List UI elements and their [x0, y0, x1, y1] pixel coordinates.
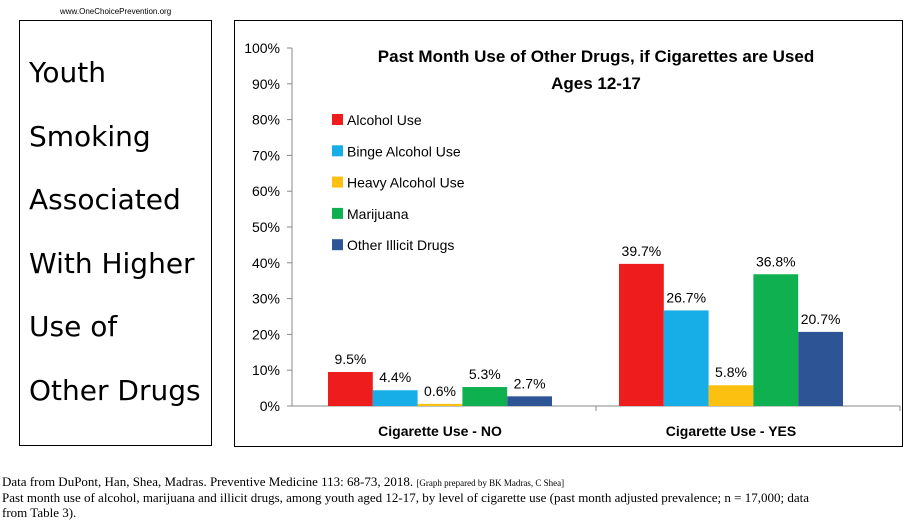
y-tick-label: 100% — [244, 40, 280, 56]
data-label: 26.7% — [666, 289, 706, 305]
data-label: 9.5% — [334, 351, 366, 367]
legend-label: Marijuana — [347, 206, 409, 222]
chart-frame — [234, 20, 903, 447]
data-label: 36.8% — [756, 253, 796, 269]
site-url: www.OneChoicePrevention.org — [60, 7, 172, 16]
data-label: 5.8% — [715, 364, 747, 380]
heading-line: Other Drugs — [29, 373, 201, 407]
y-tick-label: 80% — [252, 112, 280, 128]
bar-alcohol-use — [619, 263, 664, 406]
bar-binge-alcohol-use — [663, 310, 709, 406]
bar-other-illicit-drugs — [507, 396, 552, 406]
footer-citation: Data from DuPont, Han, Shea, Madras. Pre… — [2, 474, 564, 491]
legend-label: Other Illicit Drugs — [347, 237, 454, 253]
category-label: Cigarette Use - NO — [378, 423, 502, 439]
legend-swatch — [332, 114, 343, 125]
data-label: 20.7% — [801, 311, 841, 327]
legend-swatch — [332, 176, 343, 188]
y-tick-label: 40% — [252, 255, 280, 271]
chart-title: Past Month Use of Other Drugs, if Cigare… — [378, 47, 814, 66]
y-tick-label: 70% — [252, 147, 280, 163]
legend-label: Binge Alcohol Use — [347, 143, 461, 159]
heading-line: With Higher — [29, 246, 195, 280]
y-tick-label: 0% — [260, 398, 280, 414]
y-tick-label: 30% — [252, 291, 280, 307]
y-tick-label: 20% — [252, 326, 280, 342]
y-tick-label: 60% — [252, 183, 280, 199]
graph-credit: [Graph prepared by BK Madras, C Shea] — [416, 478, 565, 488]
data-label: 0.6% — [424, 383, 456, 399]
heading-line: Associated — [29, 183, 181, 216]
bar-heavy-alcohol-use — [708, 385, 754, 406]
legend-swatch — [332, 145, 343, 157]
y-tick-label: 90% — [252, 76, 280, 92]
heading-box: Youth Smoking Associated With Higher Use… — [19, 20, 212, 446]
footer-description: Past month use of alcohol, marijuana and… — [2, 490, 809, 505]
heading-line: Smoking — [29, 119, 151, 153]
data-label: 4.4% — [379, 369, 411, 385]
bar-marijuana — [462, 387, 508, 406]
data-label: 5.3% — [469, 366, 501, 382]
bar-chart: 0% 10% 20% 30% 40% 50% 60% 70% 80% 90% 100% Past Mo… — [244, 40, 901, 439]
legend-label: Alcohol Use — [347, 112, 422, 128]
bar-other-illicit-drugs — [798, 331, 843, 406]
y-tick-label: 50% — [252, 219, 280, 235]
footer-description-cont: from Table 3). — [2, 505, 77, 520]
legend-swatch — [332, 207, 343, 219]
chart-subtitle: Ages 12-17 — [551, 74, 641, 93]
legend-swatch — [332, 239, 343, 251]
y-tick-label: 10% — [252, 362, 280, 378]
citation: Data from DuPont, Han, Shea, Madras. Pre… — [2, 474, 414, 489]
bar-heavy-alcohol-use — [417, 403, 463, 406]
bar-alcohol-use — [328, 371, 373, 406]
bar-binge-alcohol-use — [372, 390, 418, 406]
bar-marijuana — [753, 274, 799, 406]
heading-line: Youth — [29, 56, 106, 89]
data-label: 39.7% — [622, 243, 662, 259]
category-label: Cigarette Use - YES — [666, 423, 796, 439]
legend-label: Heavy Alcohol Use — [347, 175, 465, 191]
data-label: 2.7% — [514, 375, 546, 391]
heading-line: Use of — [29, 310, 118, 343]
